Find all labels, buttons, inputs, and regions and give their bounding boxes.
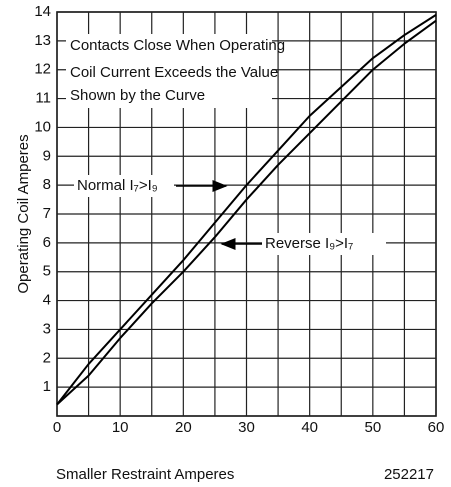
y-tick-label: 8 (43, 176, 51, 193)
annotation: Shown by the Curve (70, 87, 205, 104)
y-tick-label: 14 (34, 3, 51, 20)
y-tick-label: 9 (43, 147, 51, 164)
y-tick-label: 5 (43, 263, 51, 280)
label-background (262, 233, 386, 255)
x-tick-label: 10 (112, 419, 129, 436)
x-tick-label: 40 (301, 419, 318, 436)
y-tick-label: 10 (34, 118, 51, 135)
annotation-background (66, 34, 272, 108)
annotation: Contacts Close When Operating (70, 37, 285, 54)
y-tick-label: 3 (43, 320, 51, 337)
y-tick-label: 4 (43, 292, 51, 309)
y-tick-label: 6 (43, 234, 51, 251)
series-label: Reverse I₉>I₇ (265, 235, 353, 252)
x-tick-label: 50 (364, 419, 381, 436)
line-series (56, 19, 437, 406)
y-tick-label: 2 (43, 349, 51, 366)
y-tick-label: 12 (34, 61, 51, 78)
y-tick-label: 1 (43, 378, 51, 395)
figure-number: 252217 (384, 466, 434, 483)
x-tick-label: 0 (53, 419, 61, 436)
x-tick-label: 60 (428, 419, 445, 436)
x-axis-label: Smaller Restraint Amperes (56, 466, 234, 483)
series-label: Normal I₇>I₉ (77, 177, 158, 194)
line-series (56, 14, 437, 406)
y-axis-label: Operating Coil Amperes (15, 134, 32, 293)
annotation: Coil Current Exceeds the Value (70, 64, 278, 81)
label-background (74, 175, 174, 197)
y-tick-label: 13 (34, 32, 51, 49)
x-tick-label: 20 (175, 419, 192, 436)
x-tick-label: 30 (238, 419, 255, 436)
y-tick-label: 7 (43, 205, 51, 222)
y-tick-label: 11 (35, 90, 51, 107)
